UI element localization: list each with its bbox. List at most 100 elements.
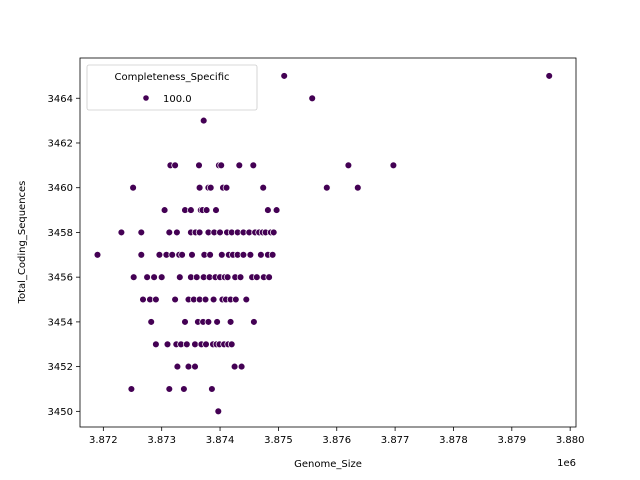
data-point (93, 251, 102, 259)
data-point (206, 183, 215, 192)
data-point (178, 251, 186, 259)
legend-title: Completeness_Specific (114, 72, 229, 83)
x-tick-label: 3.878 (439, 435, 468, 446)
data-point (147, 318, 155, 326)
x-tick-label: 3.880 (556, 435, 585, 446)
data-point (171, 295, 179, 304)
data-point (268, 251, 277, 259)
data-point (195, 161, 203, 170)
data-point (195, 228, 204, 237)
y-tick-label: 3462 (48, 138, 73, 149)
data-point (157, 273, 166, 281)
data-point (253, 273, 261, 281)
data-point (218, 251, 226, 259)
y-tick-label: 3460 (48, 183, 73, 194)
data-point (235, 161, 244, 170)
data-point (173, 362, 182, 371)
y-tick-label: 3456 (48, 273, 73, 284)
data-point (173, 228, 181, 237)
data-point (127, 385, 136, 393)
data-point (150, 273, 158, 281)
data-point (230, 362, 239, 371)
data-point (246, 251, 255, 259)
data-point (199, 116, 208, 125)
data-point (212, 206, 220, 214)
data-point (354, 183, 362, 192)
x-tick-label: 3.879 (497, 435, 526, 446)
data-point (204, 318, 213, 326)
data-point (269, 228, 278, 237)
data-point (232, 295, 240, 304)
data-points (93, 72, 553, 416)
data-point (202, 206, 211, 214)
data-point (264, 206, 272, 214)
y-axis-ticks: 3450 3452 3454 3456 3458 3460 3462 3464 (48, 94, 80, 418)
data-point (280, 72, 288, 80)
data-point (129, 273, 138, 281)
x-tick-label: 3.877 (381, 435, 410, 446)
data-point (545, 72, 553, 80)
data-point (242, 295, 251, 304)
legend-box (86, 64, 258, 111)
data-point (155, 251, 164, 259)
data-point (192, 273, 201, 281)
x-tick-label: 3.872 (89, 435, 118, 446)
data-point (209, 295, 218, 304)
data-point (223, 273, 232, 281)
data-point (165, 228, 174, 237)
data-point (187, 206, 195, 214)
data-point (201, 295, 210, 304)
legend: Completeness_Specific 100.0 (86, 64, 258, 111)
data-point (117, 228, 126, 237)
plot-frame (79, 57, 577, 428)
y-tick-label: 3450 (48, 407, 73, 418)
data-point (239, 251, 248, 259)
data-point (208, 385, 216, 393)
data-point (184, 362, 193, 371)
data-point (272, 206, 281, 214)
x-tick-label: 3.874 (206, 435, 235, 446)
data-point (257, 251, 265, 259)
data-point (265, 273, 273, 281)
data-point (249, 161, 258, 170)
x-axis-label: Genome_Size (294, 459, 362, 470)
x-axis-offset-label: 1e6 (557, 458, 576, 469)
y-axis-label: Total_Coding_Sequences (17, 181, 28, 305)
y-tick-label: 3464 (48, 94, 73, 105)
data-point (152, 340, 160, 349)
data-point (152, 295, 160, 304)
x-tick-label: 3.873 (147, 435, 176, 446)
data-point (165, 385, 174, 393)
data-point (195, 183, 204, 192)
data-point (323, 183, 331, 192)
data-point (389, 161, 398, 170)
data-point (216, 228, 224, 237)
legend-marker (142, 94, 150, 102)
data-point (237, 362, 246, 371)
y-tick-label: 3458 (48, 228, 73, 239)
data-point (213, 318, 221, 326)
data-point (222, 183, 231, 192)
data-point (191, 362, 199, 371)
x-tick-label: 3.875 (264, 435, 293, 446)
data-point (183, 340, 191, 349)
data-point (202, 340, 210, 349)
y-tick-label: 3454 (48, 317, 73, 328)
data-point (180, 385, 188, 393)
data-point (181, 318, 189, 326)
data-point (250, 318, 258, 326)
data-point (163, 340, 172, 349)
legend-entry-label: 100.0 (163, 94, 192, 105)
data-point (308, 94, 316, 103)
x-tick-label: 3.876 (322, 435, 351, 446)
data-point (176, 273, 184, 281)
data-point (139, 295, 147, 304)
data-point (259, 183, 267, 192)
data-point (217, 161, 225, 170)
x-axis-ticks: 3.872 3.873 3.874 3.875 3.876 3.877 3.878 3.879… (89, 427, 584, 446)
data-point (137, 251, 146, 259)
y-tick-label: 3452 (48, 362, 73, 373)
data-point (227, 340, 236, 349)
data-point (344, 161, 353, 170)
